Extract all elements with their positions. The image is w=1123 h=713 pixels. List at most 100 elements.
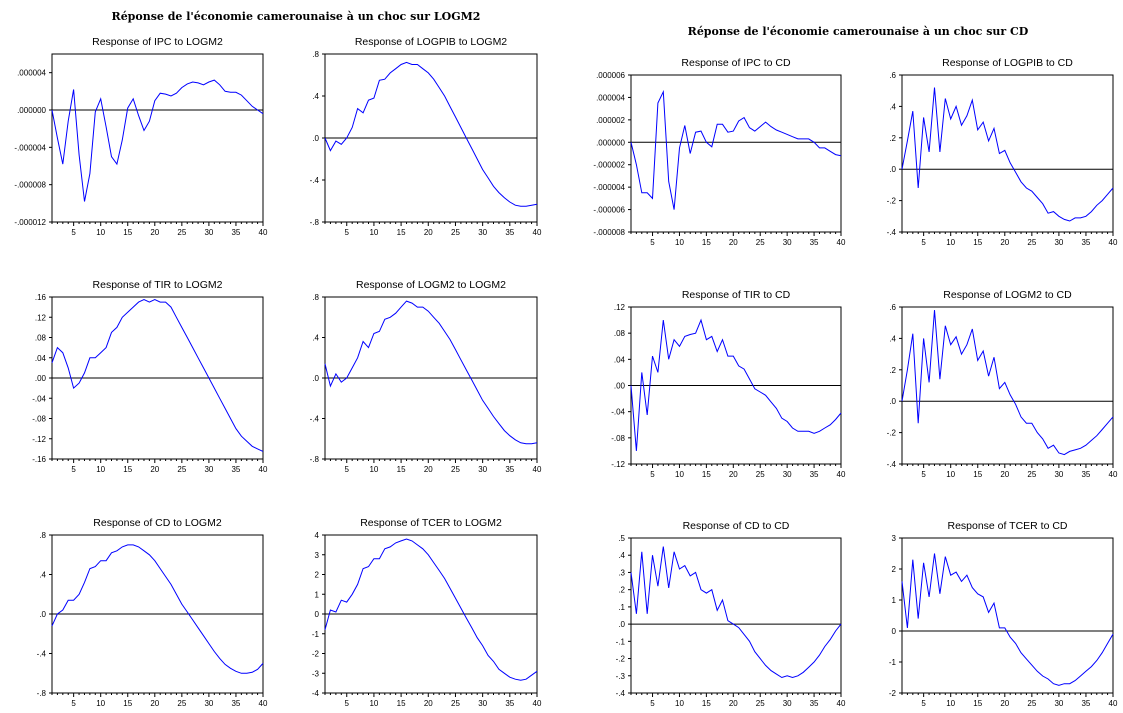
plot-frame [51, 53, 264, 223]
x-tick-label: 35 [810, 470, 819, 479]
y-tick-label: -.000008 [14, 181, 46, 190]
y-tick-label: -.000004 [14, 143, 46, 152]
chart-8: Response of LOGPIB to CD -.4 -.2 .0 .2 .4 .6 5 1… [887, 57, 1118, 247]
x-tick-label: 40 [259, 699, 268, 708]
response-series-line [324, 300, 538, 445]
plot-frame [630, 74, 842, 233]
x-tick-label: 35 [1081, 699, 1090, 708]
x-tick-label: 25 [1027, 470, 1036, 479]
x-tick-label: 25 [451, 699, 460, 708]
y-tick-label: -.08 [611, 434, 625, 443]
plot-frame [901, 74, 1114, 233]
x-tick-label: 40 [1109, 470, 1118, 479]
response-series-line [630, 546, 842, 679]
response-series-line [324, 61, 538, 207]
x-tick-label: 5 [921, 699, 926, 708]
y-tick-label: -.8 [310, 455, 320, 464]
x-tick-label: 10 [369, 228, 378, 237]
x-tick-label: 35 [231, 228, 240, 237]
y-tick-label: -.1 [616, 637, 626, 646]
y-tick-label: -.12 [611, 460, 625, 469]
chart-title: Response of LOGPIB to LOGM2 [355, 36, 507, 48]
x-tick-label: 35 [505, 699, 514, 708]
y-tick-label: .000004 [17, 69, 46, 78]
x-tick-label: 30 [204, 228, 213, 237]
plot-frame [630, 537, 842, 694]
y-tick-label: .00 [614, 382, 626, 391]
y-tick-label: .0 [889, 165, 896, 174]
y-tick-label: .6 [889, 303, 896, 312]
x-tick-label: 10 [946, 699, 955, 708]
y-tick-label: .4 [889, 334, 896, 343]
chart-9: Response of TIR to CD -.12 -.08 -.04 .00 .04.… [611, 289, 846, 479]
y-tick-label: .2 [618, 586, 625, 595]
x-tick-label: 15 [397, 228, 406, 237]
x-tick-label: 10 [96, 465, 105, 474]
y-tick-label: -.04 [32, 394, 46, 403]
x-tick-label: 30 [783, 470, 792, 479]
y-tick-label: .4 [889, 102, 896, 111]
y-tick-label: -.8 [37, 689, 47, 698]
x-tick-label: 20 [1000, 238, 1009, 247]
x-tick-label: 30 [478, 465, 487, 474]
y-tick-label: -.2 [616, 655, 626, 664]
chart-title: Response of IPC to LOGM2 [92, 36, 223, 48]
x-tick-label: 20 [729, 238, 738, 247]
chart-11: Response of CD to CD -.4 -.3 -.2 -.1 .0 .1 .2 .3… [616, 520, 846, 708]
y-tick-label: -.000004 [593, 183, 625, 192]
x-tick-label: 40 [837, 699, 846, 708]
y-tick-label: -.08 [32, 415, 46, 424]
chart-title: Response of TIR to LOGM2 [93, 279, 223, 291]
y-tick-label: -.2 [887, 197, 897, 206]
x-tick-label: 40 [533, 465, 542, 474]
x-tick-label: 20 [424, 228, 433, 237]
x-tick-label: 20 [150, 465, 159, 474]
y-tick-label: .04 [35, 354, 47, 363]
y-tick-label: -.3 [616, 672, 626, 681]
x-tick-label: 5 [650, 699, 655, 708]
x-tick-label: 5 [71, 228, 76, 237]
x-tick-label: 5 [71, 465, 76, 474]
y-tick-label: .000006 [596, 71, 625, 80]
y-tick-label: .4 [39, 571, 46, 580]
y-tick-label: -3 [312, 669, 320, 678]
x-tick-label: 5 [345, 228, 350, 237]
x-tick-label: 35 [810, 238, 819, 247]
chart-title: Response of IPC to CD [681, 57, 791, 69]
x-tick-label: 40 [837, 238, 846, 247]
x-tick-label: 20 [729, 699, 738, 708]
x-tick-label: 25 [756, 470, 765, 479]
y-tick-label: .2 [889, 134, 896, 143]
x-tick-label: 10 [369, 465, 378, 474]
x-tick-label: 30 [1054, 699, 1063, 708]
y-tick-label: -.2 [887, 429, 897, 438]
y-tick-label: -4 [312, 689, 320, 698]
chart-4: Response of LOGM2 to LOGM2 -.8 -.4 .0 .4 .8 5 1… [310, 279, 542, 474]
x-tick-label: 25 [1027, 238, 1036, 247]
x-tick-label: 5 [650, 238, 655, 247]
x-tick-label: 15 [702, 470, 711, 479]
chart-7: Response of IPC to CD -.000008 -.000006 -.0… [593, 57, 846, 247]
chart-6: Response of TCER to LOGM2 -4 -3 -2 -1 0 1 2 3 4 5 1… [312, 517, 542, 708]
y-tick-label: -.4 [887, 460, 897, 469]
y-tick-label: .000004 [596, 93, 625, 102]
x-tick-label: 40 [1109, 238, 1118, 247]
x-tick-label: 5 [921, 238, 926, 247]
y-tick-label: .00 [35, 374, 47, 383]
chart-title: Response of TIR to CD [682, 289, 791, 301]
x-tick-label: 10 [369, 699, 378, 708]
x-tick-label: 10 [946, 470, 955, 479]
x-tick-label: 15 [397, 465, 406, 474]
y-tick-label: .0 [618, 620, 625, 629]
chart-1: Response of IPC to LOGM2 -.000012 -.000008… [14, 36, 268, 237]
response-series-line [51, 298, 264, 452]
y-tick-label: 2 [892, 565, 897, 574]
response-series-line [51, 544, 264, 674]
chart-3: Response of TIR to LOGM2 -.16 -.12 -.08 -.04… [32, 279, 268, 474]
plot-frame [901, 306, 1114, 465]
y-tick-label: .5 [618, 534, 625, 543]
x-tick-label: 35 [231, 699, 240, 708]
y-tick-label: -.4 [616, 689, 626, 698]
y-tick-label: 3 [892, 534, 897, 543]
